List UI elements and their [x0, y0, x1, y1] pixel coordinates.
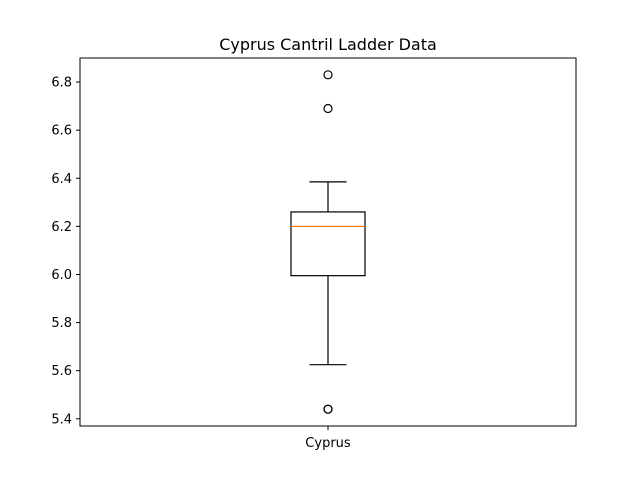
y-tick-label: 6.4: [51, 172, 72, 187]
y-tick-label: 6.0: [51, 268, 72, 283]
y-tick-label: 6.8: [51, 76, 72, 91]
outlier-point: [323, 103, 333, 114]
outlier-point: [323, 70, 333, 80]
outlier-point: [323, 404, 333, 414]
plot-frame: [79, 57, 577, 427]
chart-title: Cyprus Cantril Ladder Data: [219, 35, 437, 54]
y-tick-label: 6.6: [51, 124, 72, 139]
y-tick-label: 5.8: [51, 316, 72, 331]
y-tick-label: 6.2: [51, 220, 72, 235]
y-tick-label: 5.4: [51, 412, 72, 427]
iqr-box: [290, 211, 366, 277]
y-tick-label: 5.6: [51, 364, 72, 379]
x-tick-label: Cyprus: [305, 436, 351, 451]
